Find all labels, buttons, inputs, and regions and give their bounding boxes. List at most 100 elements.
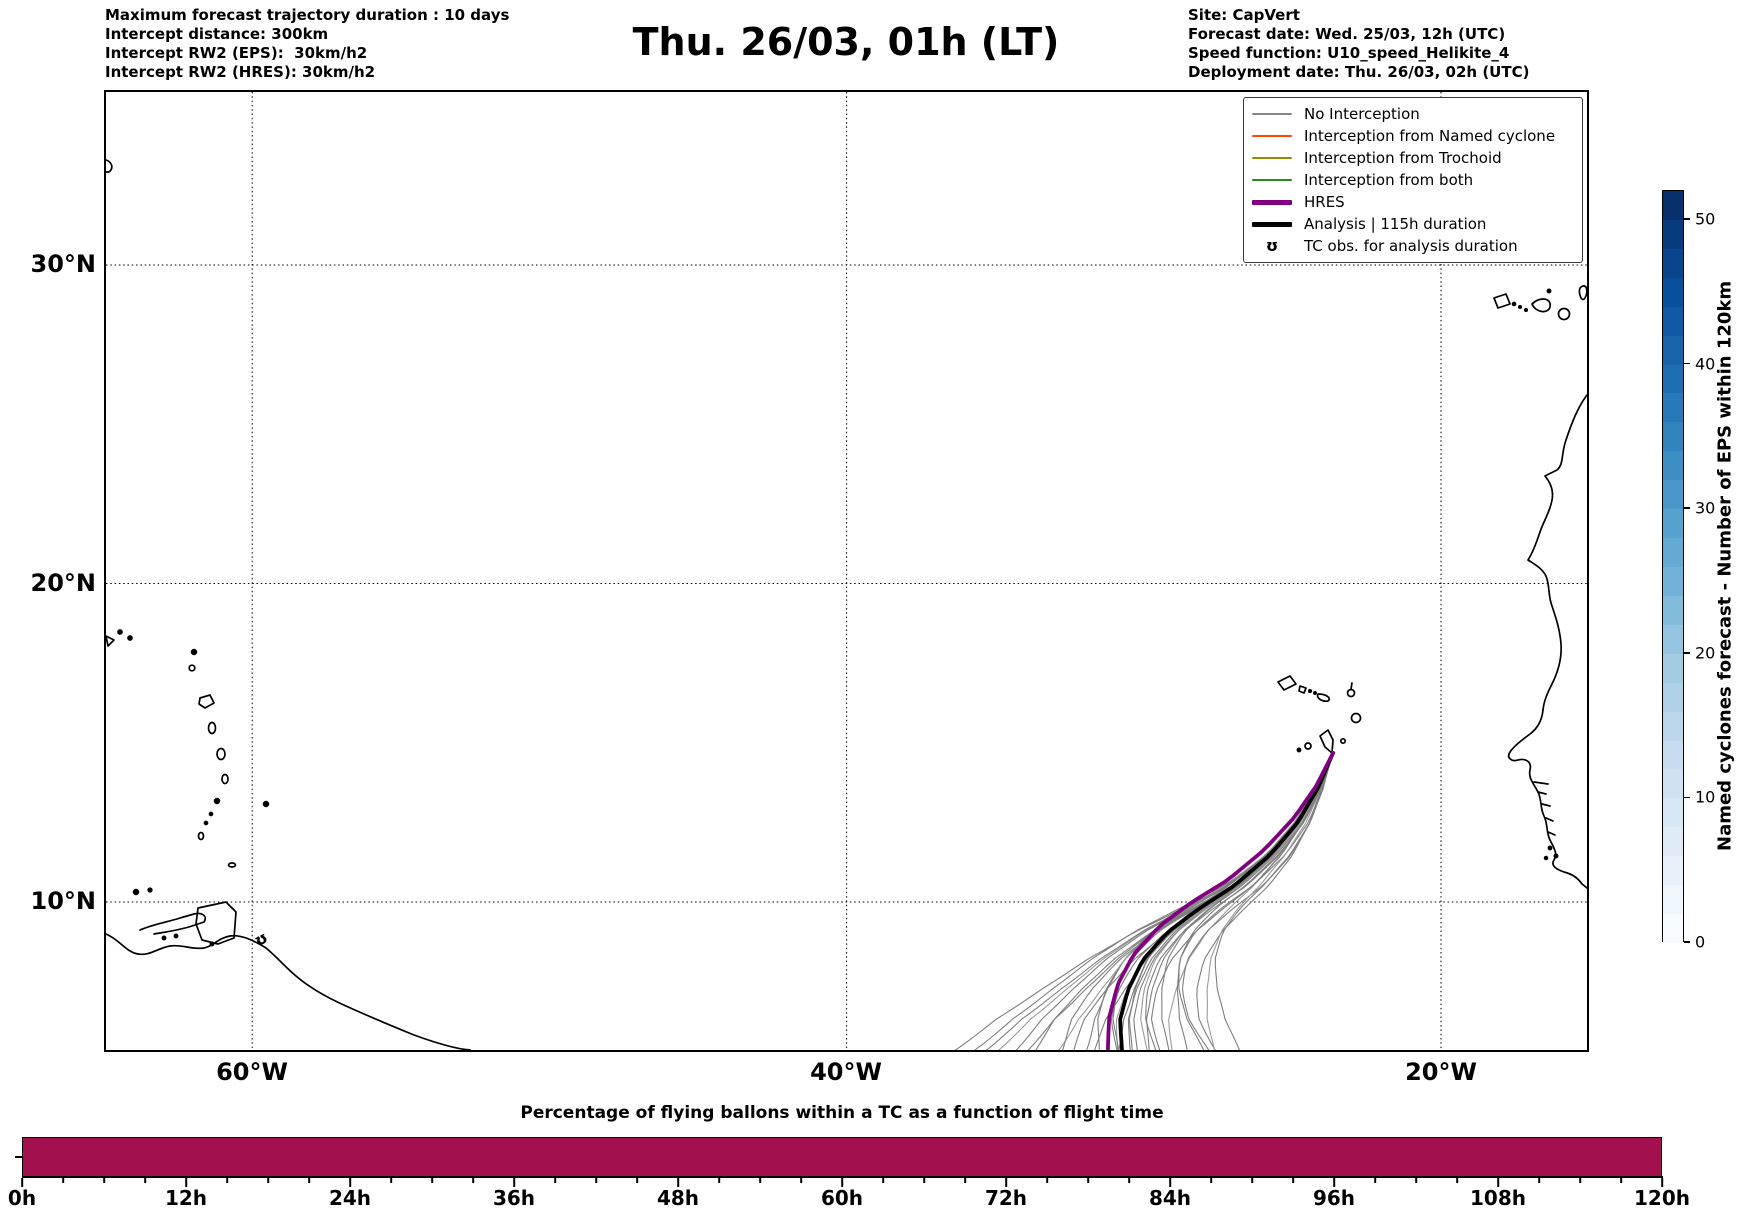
forecast-info: Site: CapVert Forecast date: Wed. 25/03,… [1188,6,1529,82]
islet [208,811,214,817]
colorbar-step [1663,769,1683,799]
eps-member-trajectory [954,752,1334,1050]
info-rw2-eps: Intercept RW2 (EPS): 30km/h2 [105,44,368,62]
x-major-tick [513,1178,515,1187]
legend-line-sample [1252,199,1292,205]
x-major-tick [841,1178,843,1187]
x-minor-tick [390,1178,392,1183]
colorbar-tick [1684,796,1690,799]
islet-st-vincent [213,797,221,805]
legend-item-label: Interception from Trochoid [1304,149,1502,167]
x-major-tick [1497,1178,1499,1187]
legend-swatch [1252,221,1292,227]
legend-item: Interception from both [1252,170,1574,191]
island-la-palma [1493,293,1511,309]
island-brava [1296,747,1302,753]
eps-member-trajectory [1214,752,1334,1050]
x-minor-tick [1292,1178,1294,1183]
info-forecast-date: Forecast date: Wed. 25/03, 12h (UTC) [1188,25,1506,43]
colorbar-tick-label: 30 [1695,498,1716,518]
x-major-tick [185,1178,187,1187]
info-intercept-dist: Intercept distance: 300km [105,25,329,43]
trajectory-lines [954,751,1335,1050]
x-minor-tick [882,1178,884,1183]
coastline-bermuda [106,159,113,173]
coastline-south-america [106,933,471,1050]
x-minor-tick [267,1178,269,1183]
colorbar-step [1663,393,1683,423]
legend-line-sample [1252,135,1292,137]
legend-item-label: Interception from both [1304,171,1474,189]
colorbar-step [1663,653,1683,684]
legend-item-label: TC obs. for analysis duration [1304,237,1518,255]
coastline-paria-peninsula [139,912,207,935]
island-lanzarote [1578,285,1587,301]
x-tick-label: 120h [1634,1186,1690,1210]
coast-detail-estuaries [1537,791,1556,836]
x-tick-label: 108h [1470,1186,1526,1210]
legend-swatch [1252,157,1292,159]
page-title: Thu. 26/03, 01h (LT) [632,20,1060,64]
x-major-tick [677,1178,679,1187]
island-sao-vicente [1298,685,1307,694]
legend-swatch [1252,113,1292,115]
info-rw2-hres: Intercept RW2 (HRES): 30km/h2 [105,63,376,81]
legend-rows: No Interception Interception from Named c… [1252,103,1574,257]
islet [1313,691,1317,695]
x-minor-tick [1579,1178,1581,1183]
colorbar-step [1663,364,1683,394]
x-major-tick [21,1178,23,1187]
colorbar-tick-label: 20 [1695,643,1716,663]
x-minor-tick [595,1178,597,1183]
lat-label-20n: 20°N [30,569,96,597]
colorbar-step [1663,827,1683,857]
colorbar-step [1663,277,1683,308]
analysis-trajectory [1118,751,1335,1050]
lat-label-30n: 30°N [30,250,96,278]
colorbar-gradient [1662,190,1684,944]
coast-detail-gambia [1533,781,1549,785]
coastline-africa [1507,394,1587,889]
x-tick-label: 12h [164,1186,208,1210]
islet [1517,304,1523,310]
lon-label-40w: 40°W [810,1058,882,1086]
island-sao-nicolau [1316,693,1331,702]
islet-bijagos [1547,845,1553,851]
x-minor-tick [1456,1178,1458,1183]
legend-item: Analysis | 115h duration [1252,214,1574,235]
x-minor-tick [718,1178,720,1183]
bar-chart-x-axis [22,1176,1663,1178]
legend-swatch [1252,179,1292,181]
island-martinique [216,747,226,761]
colorbar-step [1663,422,1683,452]
legend-item-label: HRES [1304,193,1345,211]
lon-label-60w: 60°W [216,1058,288,1086]
island-fogo [1304,742,1312,750]
legend-item: HRES [1252,192,1574,213]
island-tenerife [1531,298,1551,313]
legend-item: ʊ TC obs. for analysis duration [1252,236,1574,257]
tc-obs-marker: ʊ [251,928,271,951]
eps-member-trajectory [1027,752,1334,1050]
x-major-tick [1661,1178,1663,1187]
run-config-info: Maximum forecast trajectory duration : 1… [105,6,509,82]
island-maio [1339,737,1347,745]
islet [209,941,215,947]
islet [203,820,209,826]
colorbar-step [1663,567,1683,597]
legend-swatch: ʊ [1252,238,1292,254]
x-minor-tick [1251,1178,1253,1183]
islet-bijagos [1553,853,1559,859]
colorbar-step [1663,595,1683,626]
info-deployment-date: Deployment date: Thu. 26/03, 02h (UTC) [1188,63,1530,81]
islet-barbados [262,800,270,808]
x-tick-label: 72h [984,1186,1028,1210]
legend-item-label: No Interception [1304,105,1420,123]
islet [117,629,123,635]
eps-member-trajectory [1206,752,1334,1050]
eps-member-trajectory [1145,752,1334,1050]
trajectory-map: ʊ [104,90,1589,1052]
x-tick-label: 36h [492,1186,536,1210]
islet [1523,307,1529,313]
x-minor-tick [800,1178,802,1183]
